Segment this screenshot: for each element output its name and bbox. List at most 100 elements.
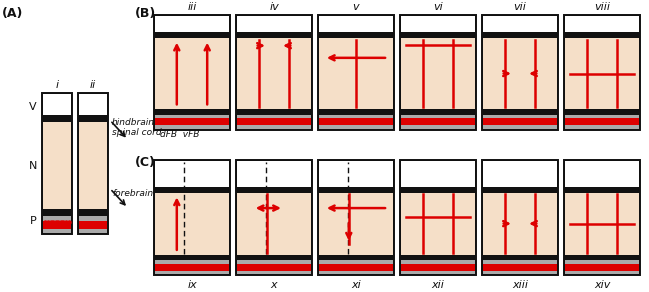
Bar [401, 32, 475, 38]
Text: (C): (C) [135, 156, 156, 169]
Bar [237, 264, 311, 271]
Text: xiii: xiii [512, 280, 528, 290]
Bar [237, 255, 311, 260]
Text: viii: viii [594, 2, 610, 12]
Bar [484, 264, 557, 271]
Bar [319, 109, 393, 115]
Bar [484, 255, 557, 260]
Bar [155, 255, 229, 260]
Bar [401, 264, 475, 271]
Bar [319, 161, 393, 187]
Bar [155, 109, 229, 115]
Text: vi: vi [433, 2, 443, 12]
Bar [319, 38, 393, 109]
Bar [237, 109, 311, 115]
Text: xi: xi [351, 280, 361, 290]
Text: iv: iv [269, 2, 279, 12]
Bar [564, 160, 640, 275]
Bar [43, 122, 71, 209]
Text: N: N [29, 161, 37, 171]
Bar [43, 94, 71, 115]
Bar [401, 260, 475, 274]
Bar [79, 209, 107, 216]
Bar [482, 160, 558, 275]
Bar [155, 192, 229, 255]
Bar [401, 109, 475, 115]
Bar [484, 119, 557, 125]
Bar [318, 160, 394, 275]
Text: xiv: xiv [594, 280, 610, 290]
Bar [154, 160, 230, 275]
Bar [565, 32, 639, 38]
Bar [319, 255, 393, 260]
Bar [318, 15, 394, 130]
Bar [565, 161, 639, 187]
Bar [484, 38, 557, 109]
Bar [43, 209, 71, 216]
Text: vii: vii [513, 2, 526, 12]
Bar [565, 187, 639, 192]
Bar [79, 122, 107, 209]
Text: ii: ii [90, 80, 96, 90]
Bar [79, 216, 107, 233]
Bar [401, 38, 475, 109]
Bar [319, 192, 393, 255]
Bar [400, 160, 476, 275]
Bar [319, 264, 393, 271]
Bar [565, 16, 639, 32]
Bar [237, 161, 311, 187]
Bar [484, 115, 557, 129]
Bar [564, 15, 640, 130]
Bar [78, 93, 108, 234]
Bar [155, 115, 229, 129]
Bar [401, 115, 475, 129]
Text: hindbrain
spinal cord: hindbrain spinal cord [112, 118, 162, 137]
Bar [79, 220, 107, 229]
Text: xii: xii [432, 280, 445, 290]
Bar [401, 187, 475, 192]
Text: x: x [271, 280, 277, 290]
Bar [565, 38, 639, 109]
Bar [237, 115, 311, 129]
Bar [565, 260, 639, 274]
Bar [401, 161, 475, 187]
Bar [237, 187, 311, 192]
Bar [565, 264, 639, 271]
Bar [79, 94, 107, 115]
Bar [319, 115, 393, 129]
Bar [237, 260, 311, 274]
Bar [155, 187, 229, 192]
Bar [155, 260, 229, 274]
Bar [484, 109, 557, 115]
Bar [155, 161, 229, 187]
Bar [565, 109, 639, 115]
Bar [237, 32, 311, 38]
Bar [484, 16, 557, 32]
Bar [319, 187, 393, 192]
Text: forebrain: forebrain [112, 189, 153, 198]
Bar [154, 15, 230, 130]
Text: dFB  vFB: dFB vFB [160, 130, 199, 139]
Text: (A): (A) [2, 7, 23, 20]
Bar [400, 15, 476, 130]
Bar [43, 220, 71, 229]
Bar [484, 187, 557, 192]
Bar [484, 161, 557, 187]
Text: (B): (B) [135, 7, 156, 20]
Bar [42, 93, 72, 234]
Bar [43, 216, 71, 233]
Bar [155, 32, 229, 38]
Text: iii: iii [188, 2, 197, 12]
Text: i: i [55, 80, 58, 90]
Bar [155, 264, 229, 271]
Bar [237, 119, 311, 125]
Bar [236, 160, 312, 275]
Bar [565, 119, 639, 125]
Text: P: P [31, 216, 37, 226]
Bar [565, 192, 639, 255]
Text: ix: ix [187, 280, 197, 290]
Bar [237, 38, 311, 109]
Bar [237, 16, 311, 32]
Bar [401, 192, 475, 255]
Text: v: v [352, 2, 360, 12]
